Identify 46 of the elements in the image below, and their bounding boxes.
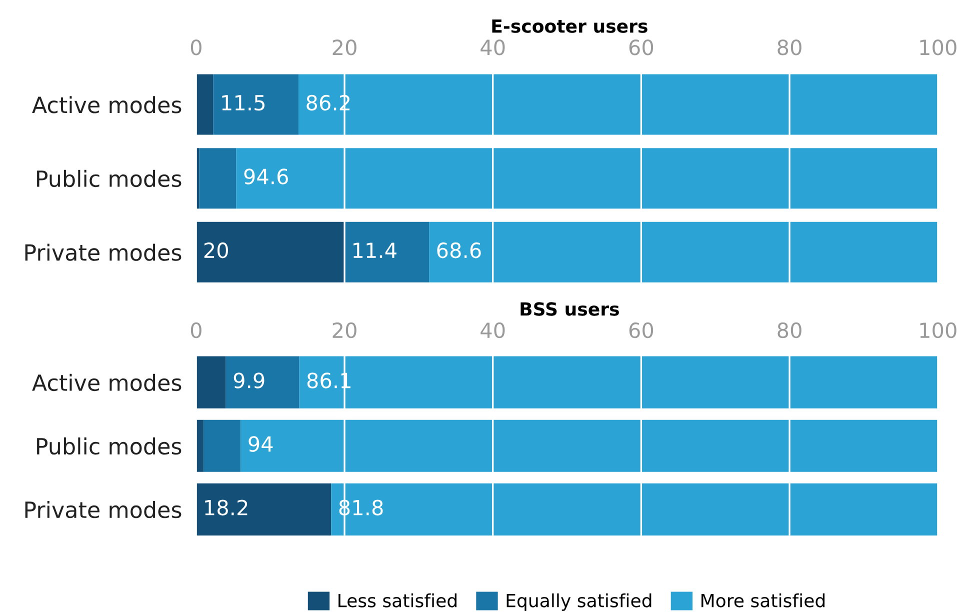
bar xyxy=(331,483,938,536)
data-label: 18.2 xyxy=(205,500,248,516)
y-tick-label: Private modes xyxy=(25,244,182,261)
bar xyxy=(196,222,345,282)
y-tick-label: Public modes xyxy=(37,170,182,188)
data-label: 11.5 xyxy=(222,95,264,111)
y-tick-label: Active modes xyxy=(32,96,182,114)
x-tick-label: 60 xyxy=(629,322,654,338)
x-tick-label: 0 xyxy=(190,322,202,338)
data-label: 94.6 xyxy=(244,168,288,184)
legend-label: Less satisfied xyxy=(338,593,456,608)
data-label: 20 xyxy=(204,242,228,258)
x-tick-label: 80 xyxy=(778,322,802,338)
y-tick-label: Private modes xyxy=(25,500,182,518)
bar xyxy=(299,356,938,408)
x-tick-label: 20 xyxy=(332,322,356,338)
bar xyxy=(226,356,300,408)
bar xyxy=(196,74,214,135)
bar xyxy=(213,74,299,135)
x-tick-label: 100 xyxy=(920,322,956,338)
x-tick-label: 80 xyxy=(778,40,802,56)
bar xyxy=(236,148,938,209)
bar xyxy=(196,356,226,408)
x-tick-label: 40 xyxy=(480,40,505,56)
data-label: 11.4 xyxy=(353,242,396,258)
x-tick-label: 0 xyxy=(190,40,202,56)
y-tick-label: Active modes xyxy=(32,374,182,392)
chart-title: BSS users xyxy=(520,302,619,316)
legend-label: More satisfied xyxy=(702,593,825,608)
x-tick-label: 20 xyxy=(332,40,356,56)
legend-label: Equally satisfied xyxy=(506,593,652,611)
data-label: 68.6 xyxy=(437,242,481,258)
bar xyxy=(196,483,332,536)
bar xyxy=(240,420,938,472)
bar xyxy=(344,222,430,282)
x-tick-label: 60 xyxy=(629,40,654,56)
y-tick-label: Public modes xyxy=(37,437,182,455)
x-tick-label: 40 xyxy=(480,322,505,338)
data-label: 94 xyxy=(248,436,273,452)
bar xyxy=(429,222,938,282)
bar xyxy=(204,420,241,472)
bar xyxy=(298,74,938,135)
bar xyxy=(199,148,236,209)
data-label: 9.9 xyxy=(234,372,264,388)
x-tick-label: 100 xyxy=(920,40,956,56)
chart-title: E-scooter users xyxy=(492,19,648,33)
